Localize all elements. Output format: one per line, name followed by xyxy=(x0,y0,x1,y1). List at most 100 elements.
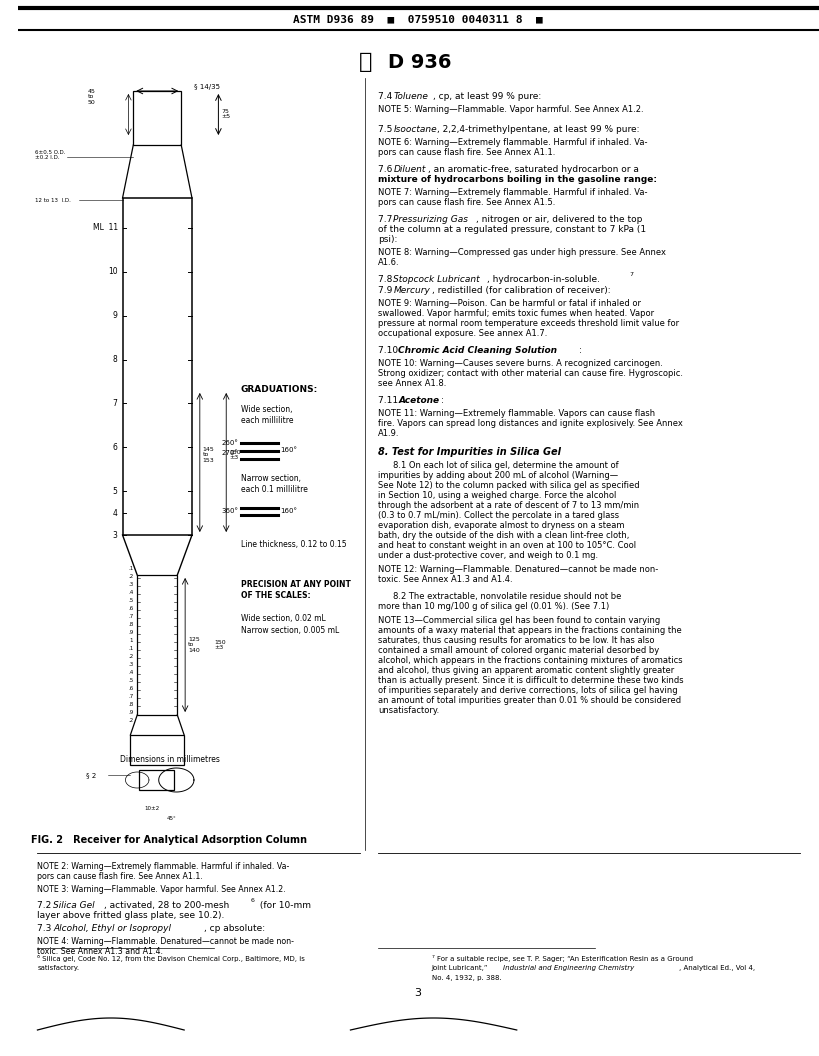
Text: in Section 10, using a weighed charge. Force the alcohol: in Section 10, using a weighed charge. F… xyxy=(378,491,616,499)
Text: 3: 3 xyxy=(113,530,118,540)
Text: 5: 5 xyxy=(113,487,118,495)
Text: 10±2: 10±2 xyxy=(144,806,160,811)
Text: 7.9: 7.9 xyxy=(378,286,395,295)
Text: 7.4: 7.4 xyxy=(378,92,395,101)
Text: NOTE 3: Warning—Flammable. Vapor harmful. See Annex A1.2.: NOTE 3: Warning—Flammable. Vapor harmful… xyxy=(38,885,286,894)
Text: NOTE 11: Warning—Extremely flammable. Vapors can cause flash: NOTE 11: Warning—Extremely flammable. Va… xyxy=(378,409,655,418)
Text: 7.5: 7.5 xyxy=(378,125,395,134)
Text: psi):: psi): xyxy=(378,235,397,244)
Text: 10: 10 xyxy=(108,267,118,277)
Text: 12 to 13  I.D.: 12 to 13 I.D. xyxy=(35,197,71,203)
Text: and heat to constant weight in an oven at 100 to 105°C. Cool: and heat to constant weight in an oven a… xyxy=(378,541,636,550)
Text: 6±0.5 O.D.
±0.2 I.D.: 6±0.5 O.D. ±0.2 I.D. xyxy=(35,150,66,161)
Text: NOTE 4: Warning—Flammable. Denatured—cannot be made non-: NOTE 4: Warning—Flammable. Denatured—can… xyxy=(38,937,295,946)
Text: 160°: 160° xyxy=(280,447,297,453)
Text: 7: 7 xyxy=(113,398,118,408)
Text: § 14/35: § 14/35 xyxy=(194,84,220,90)
Text: layer above fritted glass plate, see 10.2).: layer above fritted glass plate, see 10.… xyxy=(38,911,224,920)
Text: 4: 4 xyxy=(113,509,118,517)
Text: Mercury: Mercury xyxy=(393,286,430,295)
Text: 145
to
153: 145 to 153 xyxy=(203,447,215,464)
Text: Wide section,
each millilitre: Wide section, each millilitre xyxy=(241,404,293,426)
Text: alcohol, which appears in the fractions containing mixtures of aromatics: alcohol, which appears in the fractions … xyxy=(378,656,682,665)
Text: NOTE 12: Warning—Flammable. Denatured—cannot be made non-: NOTE 12: Warning—Flammable. Denatured—ca… xyxy=(378,565,658,574)
Text: toxic. See Annex A1.3 and A1.4.: toxic. See Annex A1.3 and A1.4. xyxy=(378,576,513,584)
Text: 8.2 The extractable, nonvolatile residue should not be: 8.2 The extractable, nonvolatile residue… xyxy=(393,592,622,601)
Bar xyxy=(138,576,178,715)
Text: of impurities separately and derive corrections, lots of silica gel having: of impurities separately and derive corr… xyxy=(378,686,677,695)
Text: more than 10 mg/100 g of silica gel (0.01 %). (See 7.1): more than 10 mg/100 g of silica gel (0.0… xyxy=(378,602,609,611)
Text: NOTE 7: Warning—Extremely flammable. Harmful if inhaled. Va-: NOTE 7: Warning—Extremely flammable. Har… xyxy=(378,188,647,197)
Text: NOTE 8: Warning—Compressed gas under high pressure. See Annex: NOTE 8: Warning—Compressed gas under hig… xyxy=(378,248,666,257)
Text: :: : xyxy=(441,396,444,406)
Text: evaporation dish, evaporate almost to dryness on a steam: evaporation dish, evaporate almost to dr… xyxy=(378,521,624,530)
Text: saturates, thus causing results for aromatics to be low. It has also: saturates, thus causing results for arom… xyxy=(378,636,654,645)
Text: .1
.2
.3
.4
.5
.6
.7
.8
.9
1
.1
.2
.3
.4
.5
.6
.7
.8
.9
.2: .1 .2 .3 .4 .5 .6 .7 .8 .9 1 .1 .2 .3 .4… xyxy=(128,566,133,723)
Text: 7.2: 7.2 xyxy=(38,901,55,910)
Text: 45
to
50: 45 to 50 xyxy=(88,89,95,106)
Text: see Annex A1.8.: see Annex A1.8. xyxy=(378,379,446,388)
Bar xyxy=(133,91,181,145)
Text: pors can cause flash fire. See Annex A1.5.: pors can cause flash fire. See Annex A1.… xyxy=(378,199,555,207)
Text: , an aromatic-free, saturated hydrocarbon or a: , an aromatic-free, saturated hydrocarbo… xyxy=(428,165,639,174)
Text: Silica Gel: Silica Gel xyxy=(53,901,95,910)
Text: toxic. See Annex A1.3 and A1.4.: toxic. See Annex A1.3 and A1.4. xyxy=(38,947,164,956)
Text: of the column at a regulated pressure, constant to 7 kPa (1: of the column at a regulated pressure, c… xyxy=(378,225,646,234)
Text: NOTE 9: Warning—Poison. Can be harmful or fatal if inhaled or: NOTE 9: Warning—Poison. Can be harmful o… xyxy=(378,299,640,308)
Text: mixture of hydrocarbons boiling in the gasoline range:: mixture of hydrocarbons boiling in the g… xyxy=(378,175,657,184)
Text: Narrow section, 0.005 mL: Narrow section, 0.005 mL xyxy=(241,625,339,635)
Text: No. 4, 1932, p. 388.: No. 4, 1932, p. 388. xyxy=(432,975,501,981)
Text: :: : xyxy=(579,346,582,355)
Text: Narrow section,
each 0.1 millilitre: Narrow section, each 0.1 millilitre xyxy=(241,474,308,494)
Text: 6: 6 xyxy=(113,442,118,452)
Text: 8.1 On each lot of silica gel, determine the amount of: 8.1 On each lot of silica gel, determine… xyxy=(393,461,619,470)
Text: , 2,2,4-trimethylpentane, at least 99 % pure:: , 2,2,4-trimethylpentane, at least 99 % … xyxy=(437,125,639,134)
Text: 7.7: 7.7 xyxy=(378,215,395,224)
Text: swallowed. Vapor harmful; emits toxic fumes when heated. Vapor: swallowed. Vapor harmful; emits toxic fu… xyxy=(378,309,654,318)
Bar xyxy=(130,735,184,765)
Text: ASTM D936 89  ■  0759510 0040311 8  ■: ASTM D936 89 ■ 0759510 0040311 8 ■ xyxy=(293,14,543,24)
Text: , nitrogen or air, delivered to the top: , nitrogen or air, delivered to the top xyxy=(476,215,642,224)
Text: Pressurizing Gas: Pressurizing Gas xyxy=(393,215,468,224)
Text: impurities by adding about 200 mL of alcohol (Warning—: impurities by adding about 200 mL of alc… xyxy=(378,471,618,480)
Text: 45°: 45° xyxy=(166,815,176,821)
Text: , redistilled (for calibration of receiver):: , redistilled (for calibration of receiv… xyxy=(432,286,610,295)
Text: 270°: 270° xyxy=(221,450,238,456)
Text: Industrial and Engineering Chemistry: Industrial and Engineering Chemistry xyxy=(503,965,634,972)
Text: and alcohol, thus giving an apparent aromatic content slightly greater: and alcohol, thus giving an apparent aro… xyxy=(378,666,674,675)
Text: Acetone: Acetone xyxy=(398,396,440,406)
Text: 7.6: 7.6 xyxy=(378,165,395,174)
Text: satisfactory.: satisfactory. xyxy=(38,965,79,972)
Text: Dimensions in millimetres: Dimensions in millimetres xyxy=(120,755,219,765)
Text: Joint Lubricant,”: Joint Lubricant,” xyxy=(432,965,491,972)
Text: , hydrocarbon-in-soluble.: , hydrocarbon-in-soluble. xyxy=(487,275,600,284)
Text: , activated, 28 to 200-mesh: , activated, 28 to 200-mesh xyxy=(104,901,229,910)
Text: 7.8: 7.8 xyxy=(378,275,395,284)
Text: A1.9.: A1.9. xyxy=(378,429,400,438)
Text: pressure at normal room temperature exceeds threshold limit value for: pressure at normal room temperature exce… xyxy=(378,319,679,328)
Text: 75
±5: 75 ±5 xyxy=(221,109,230,119)
Text: Stopcock Lubricant: Stopcock Lubricant xyxy=(393,275,480,284)
Text: 7.11: 7.11 xyxy=(378,396,400,406)
Text: § 2: § 2 xyxy=(86,772,97,778)
Text: 125
to
140: 125 to 140 xyxy=(188,637,200,654)
Text: 360°: 360° xyxy=(221,508,238,514)
Text: than is actually present. Since it is difficult to determine these two kinds: than is actually present. Since it is di… xyxy=(378,676,684,685)
Text: ⁶ Silica gel, Code No. 12, from the Davison Chemical Corp., Baltimore, MD, is: ⁶ Silica gel, Code No. 12, from the Davi… xyxy=(38,955,305,962)
Text: 8: 8 xyxy=(113,356,118,364)
Text: NOTE 5: Warning—Flammable. Vapor harmful. See Annex A1.2.: NOTE 5: Warning—Flammable. Vapor harmful… xyxy=(378,105,644,114)
Text: NOTE 2: Warning—Extremely flammable. Harmful if inhaled. Va-: NOTE 2: Warning—Extremely flammable. Har… xyxy=(38,862,290,871)
Text: amounts of a waxy material that appears in the fractions containing the: amounts of a waxy material that appears … xyxy=(378,626,681,635)
Text: Chromic Acid Cleaning Solution: Chromic Acid Cleaning Solution xyxy=(398,346,558,355)
Text: NOTE 10: Warning—Causes severe burns. A recognized carcinogen.: NOTE 10: Warning—Causes severe burns. A … xyxy=(378,359,663,367)
Bar xyxy=(139,770,174,790)
Text: 260°: 260° xyxy=(221,440,238,446)
Text: ML  11: ML 11 xyxy=(93,224,118,232)
Text: D 936: D 936 xyxy=(387,53,451,72)
Text: an amount of total impurities greater than 0.01 % should be considered: an amount of total impurities greater th… xyxy=(378,696,681,705)
Text: Strong oxidizer; contact with other material can cause fire. Hygroscopic.: Strong oxidizer; contact with other mate… xyxy=(378,369,683,378)
Text: FIG. 2   Receiver for Analytical Adsorption Column: FIG. 2 Receiver for Analytical Adsorptio… xyxy=(31,835,307,845)
Text: Diluent: Diluent xyxy=(393,165,426,174)
Text: 3: 3 xyxy=(414,988,422,998)
Text: 6: 6 xyxy=(251,898,255,903)
